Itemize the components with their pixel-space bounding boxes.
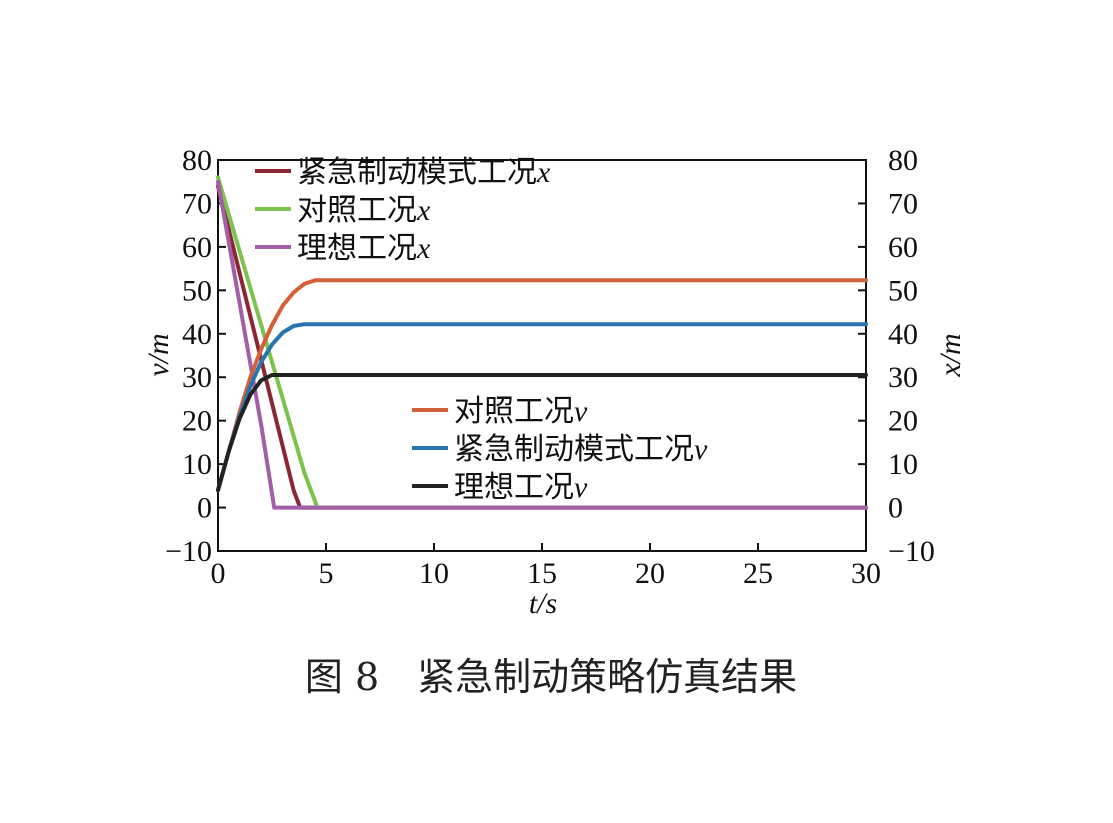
y-tick-label-left: 10: [182, 448, 212, 481]
legend-label: 理想工况v: [454, 471, 588, 504]
y-tick-label-left: 60: [182, 231, 212, 264]
y-tick-label-left: 70: [182, 187, 212, 220]
y-tick-label-left: 80: [182, 144, 212, 177]
y-tick-label-right: 70: [888, 187, 918, 220]
series-line-2: [216, 179, 868, 510]
x-tick-label: 0: [211, 557, 226, 590]
x-axis-label: t/s: [529, 587, 557, 620]
legend-label: 对照工况x: [297, 194, 431, 227]
y-tick-label-right: 50: [888, 274, 918, 307]
y-tick-label-right: 60: [888, 231, 918, 264]
legend-label: 理想工况x: [297, 232, 431, 265]
y-axis-label-left: v/m: [142, 333, 175, 376]
x-tick-label: 15: [527, 557, 557, 590]
x-tick-label: 10: [419, 557, 449, 590]
y-tick-label-left: 0: [197, 492, 212, 525]
legend-label: 对照工况v: [454, 395, 588, 428]
y-tick-label-right: 80: [888, 144, 918, 177]
x-tick-label: 5: [319, 557, 334, 590]
y-tick-label-left: 20: [182, 405, 212, 438]
y-tick-label-left: 40: [182, 318, 212, 351]
y-axis-label-right: x/m: [934, 333, 967, 377]
y-tick-label-left: 50: [182, 274, 212, 307]
y-tick-label-right: 10: [888, 448, 918, 481]
y-tick-label-right: 20: [888, 405, 918, 438]
legend-label: 紧急制动模式工况x: [297, 156, 551, 189]
y-tick-label-right: 40: [888, 318, 918, 351]
y-tick-label-right: −10: [888, 535, 935, 568]
x-tick-label: 20: [635, 557, 665, 590]
legends: 紧急制动模式工况x 对照工况x 理想工况x 对照工况v 紧急制动模式工况v 理想工况v: [255, 156, 708, 504]
legend-label: 紧急制动模式工况v: [454, 433, 708, 466]
figure-caption: 图 8 紧急制动策略仿真结果: [305, 655, 797, 699]
series-lines: [216, 175, 868, 510]
y-tick-label-right: 30: [888, 361, 918, 394]
y-tick-label-left: −10: [165, 535, 212, 568]
series-line-5: [216, 373, 868, 493]
x-tick-label: 25: [743, 557, 773, 590]
y-tick-label-left: 30: [182, 361, 212, 394]
y-tick-label-right: 0: [888, 492, 903, 525]
x-tick-label: 30: [851, 557, 881, 590]
